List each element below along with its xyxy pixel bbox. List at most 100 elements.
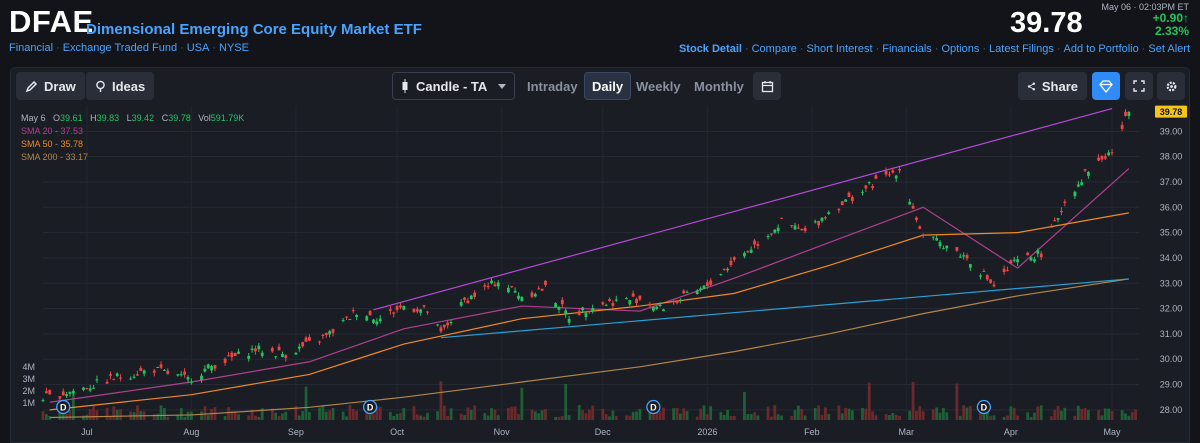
candle-body (223, 358, 227, 364)
volume-bar (233, 411, 237, 420)
volume-bar (294, 406, 298, 420)
chart-legend: May 6 O39.61 H39.83 L39.42 C39.78 Vol591… (21, 112, 244, 164)
candle-body (328, 331, 332, 335)
volume-bar (958, 415, 962, 420)
candle-body (800, 228, 804, 231)
volume-bar (695, 416, 699, 420)
candle-body (277, 346, 281, 351)
sma200-row: SMA 200 - 33.17 (21, 152, 89, 162)
candle-body (1033, 259, 1036, 262)
candle-body (274, 356, 278, 358)
link-latest-filings[interactable]: Latest Filings (989, 43, 1054, 55)
volume-bar (577, 405, 581, 420)
volume-bar (422, 416, 426, 420)
volume-bar (800, 409, 804, 420)
candle-body (1120, 124, 1124, 129)
tab-weekly[interactable]: Weekly (636, 78, 681, 94)
volume-bar (584, 413, 588, 420)
candle-body (61, 391, 65, 396)
chart-type-select[interactable]: Candle - TA (392, 72, 515, 100)
tag-sector[interactable]: Financial (9, 42, 54, 54)
volume-bar (678, 413, 682, 420)
link-set-alert[interactable]: Set Alert (1148, 43, 1190, 55)
settings-button[interactable] (1157, 72, 1185, 100)
volume-bar (48, 416, 52, 420)
candle-body (493, 284, 497, 287)
legend-vol-label: Vol (198, 113, 211, 123)
candle-body (577, 311, 581, 316)
volume-bar (648, 411, 652, 420)
volume-bar (608, 416, 611, 420)
premium-button[interactable] (1092, 72, 1120, 100)
x-tick-label: Oct (390, 427, 405, 437)
tab-daily[interactable]: Daily (584, 72, 632, 100)
candle-body (678, 299, 682, 301)
volume-bar (210, 409, 214, 420)
fund-name[interactable]: Dimensional Emerging Core Equity Market … (86, 21, 422, 38)
calendar-button[interactable] (753, 72, 781, 100)
volume-bar (301, 411, 305, 420)
ideas-button[interactable]: Ideas (86, 72, 155, 100)
sma200-label: SMA 200 (21, 152, 58, 162)
volume-bar (163, 408, 166, 420)
chevron-down-icon (498, 84, 506, 89)
tag-type[interactable]: Exchange Traded Fund (62, 42, 178, 54)
fullscreen-button[interactable] (1125, 72, 1153, 100)
candle-body (729, 260, 733, 266)
candle-body (867, 182, 871, 184)
diamond-icon (1099, 79, 1113, 93)
volume-bar (820, 414, 824, 420)
volume-bar (709, 406, 713, 420)
candle-body (813, 221, 817, 223)
volume-bar (1100, 415, 1104, 420)
volume-bar (1063, 407, 1067, 420)
volume-bar (520, 387, 524, 420)
y-tick-label: 39.00 (1160, 126, 1183, 136)
volume-bar (68, 410, 72, 420)
link-stock-detail[interactable]: Stock Detail (678, 43, 742, 55)
volume-bar (159, 405, 163, 420)
volume-bar (324, 411, 328, 420)
price-chart[interactable]: 28.00 29.00 30.00 31.00 32.00 33.00 34.00 35.00… (11, 68, 1190, 443)
volume-bar (813, 407, 817, 420)
x-tick-label: Dec (595, 427, 612, 437)
dividend-marker-label: D (367, 403, 374, 413)
tab-intraday[interactable]: Intraday (527, 78, 578, 94)
link-short-interest[interactable]: Short Interest (806, 43, 873, 55)
link-compare[interactable]: Compare (751, 43, 797, 55)
volume-bar (152, 414, 156, 420)
volume-bar (962, 405, 966, 420)
link-financials[interactable]: Financials (882, 43, 932, 55)
volume-bar (469, 409, 473, 420)
candle-body (894, 175, 898, 179)
link-options[interactable]: Options (941, 43, 980, 55)
candle-body (1127, 111, 1131, 116)
candle-body (260, 352, 264, 356)
candle-body (945, 245, 949, 249)
link-add-to-portfolio[interactable]: Add to Portfolio (1063, 43, 1139, 55)
draw-button[interactable]: Draw (16, 72, 85, 100)
candle-body (719, 274, 723, 276)
candle-body (773, 229, 777, 233)
volume-bar (277, 416, 281, 420)
candle-body (1049, 226, 1053, 228)
candle-body (449, 322, 453, 324)
volume-bar (490, 408, 493, 420)
candle-body (793, 225, 797, 230)
candle-body (823, 217, 827, 219)
candle-body (850, 196, 854, 202)
volume-bar (1076, 405, 1080, 420)
volume-bar (260, 408, 264, 420)
candle-body (749, 249, 753, 253)
sma50-value: 35.78 (60, 139, 84, 149)
candle-body (139, 368, 143, 371)
volume-bar (375, 406, 379, 420)
candle-body (1124, 111, 1127, 116)
tab-monthly[interactable]: Monthly (694, 78, 744, 94)
tag-country[interactable]: USA (186, 42, 210, 54)
candle-body (766, 236, 770, 238)
candle-body (166, 370, 170, 375)
share-button[interactable]: Share (1018, 72, 1087, 100)
candle-body (318, 341, 321, 343)
tag-exchange[interactable]: NYSE (219, 42, 249, 54)
